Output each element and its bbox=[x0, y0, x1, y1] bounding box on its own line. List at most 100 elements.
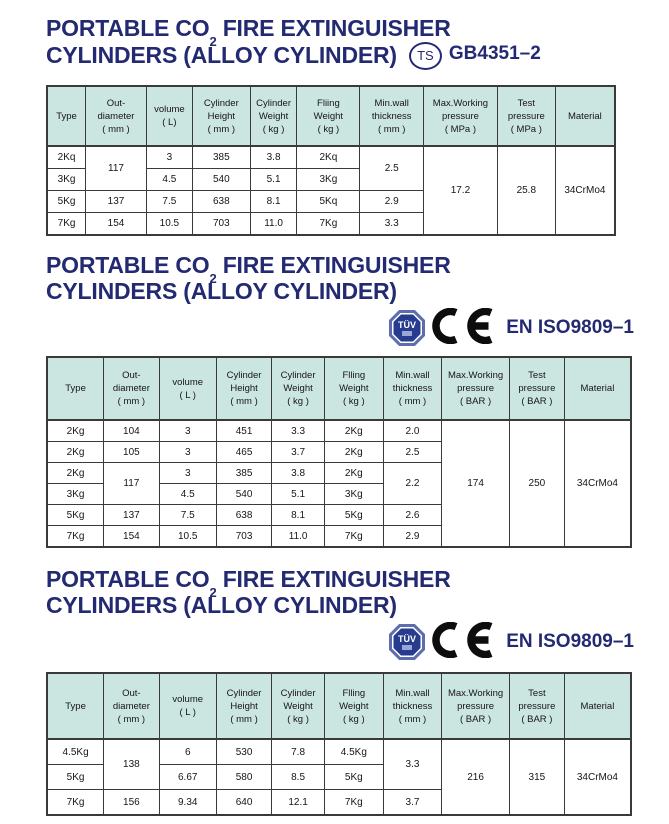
svg-text:TÜV: TÜV bbox=[398, 634, 416, 644]
data-cell: 137 bbox=[103, 504, 160, 526]
data-cell: 3.3 bbox=[271, 419, 325, 442]
table-row: 7Kg 156 9.34 640 12.1 7Kg 3.7 bbox=[46, 789, 631, 816]
data-cell: 2Kg bbox=[46, 441, 105, 463]
header-row: Type Out-diameter( mm ) volume( L) Cylinder… bbox=[46, 85, 616, 147]
data-cell: 9.34 bbox=[158, 789, 217, 816]
data-cell: 451 bbox=[215, 419, 273, 442]
data-cell: 3Kg bbox=[46, 483, 105, 505]
data-cell: 530 bbox=[215, 738, 273, 765]
ts-mark-icon: TS bbox=[408, 42, 442, 70]
column-header: Min.wall thickness( mm ) bbox=[359, 85, 425, 147]
data-cell: 3.3 bbox=[359, 212, 425, 236]
column-header: volume( L ) bbox=[158, 356, 217, 421]
data-cell: 7Kg bbox=[323, 525, 384, 548]
data-cell: 11.0 bbox=[249, 212, 298, 236]
data-cell: 2.0 bbox=[382, 419, 443, 442]
data-cell: 156 bbox=[103, 789, 160, 816]
data-cell: 4.5 bbox=[145, 168, 193, 191]
column-header: Min.wall thickness( mm ) bbox=[382, 356, 443, 421]
data-cell: 4.5Kg bbox=[46, 738, 105, 765]
column-header: Cylinder Height( mm ) bbox=[191, 85, 251, 147]
column-header: Cylinder Weight( kg ) bbox=[271, 672, 325, 740]
data-cell: 3.7 bbox=[271, 441, 325, 463]
data-cell: 5Kg bbox=[46, 504, 105, 526]
data-cell: 7Kg bbox=[46, 789, 105, 816]
data-cell: 3.3 bbox=[382, 738, 443, 790]
title-line-1: PORTABLE CO2 FIRE EXTINGUISHER bbox=[46, 252, 451, 286]
section-title: PORTABLE CO2 FIRE EXTINGUISHER CYLINDERS… bbox=[46, 15, 669, 70]
data-cell: 640 bbox=[215, 789, 273, 816]
data-cell: 154 bbox=[85, 212, 147, 236]
data-cell: 154 bbox=[103, 525, 160, 548]
column-header: Cylinder Weight( kg ) bbox=[271, 356, 325, 421]
table-row: 7Kg 154 10.5 703 11.0 7Kg 3.3 bbox=[46, 212, 615, 236]
data-cell: 4.5Kg bbox=[323, 738, 384, 765]
data-cell: 7Kg bbox=[323, 789, 384, 816]
data-cell: 5Kg bbox=[46, 190, 87, 213]
column-header: Type bbox=[46, 356, 105, 421]
svg-text:TÜV: TÜV bbox=[398, 320, 416, 330]
data-cell: 580 bbox=[215, 764, 273, 790]
data-cell: 2Kg bbox=[323, 441, 384, 463]
table-row: 4.5Kg 138 6 530 7.8 4.5Kg 3.3 216 315 34CrMo4 bbox=[46, 738, 632, 816]
column-header: Cylinder Weight( kg ) bbox=[249, 85, 298, 147]
column-header: Fliing Weight( kg ) bbox=[296, 85, 361, 147]
data-cell: 3 bbox=[158, 441, 217, 463]
certification-row: TÜV EN ISO9809–1 bbox=[46, 307, 634, 349]
data-cell: 385 bbox=[191, 145, 251, 169]
data-cell: 3 bbox=[145, 145, 193, 169]
data-cell: 2.5 bbox=[382, 441, 443, 463]
table-row: 7Kg 154 10.5 703 11.0 7Kg 2.9 bbox=[46, 525, 631, 548]
column-header: Min.wall thickness( mm ) bbox=[382, 672, 443, 740]
column-header: Type bbox=[46, 672, 105, 740]
ce-mark-icon bbox=[432, 621, 496, 663]
column-header: volume( L ) bbox=[158, 672, 217, 740]
data-cell: 3.8 bbox=[271, 462, 325, 484]
column-header: Flling Weight( kg ) bbox=[323, 672, 384, 740]
data-cell: 7Kg bbox=[46, 212, 87, 236]
column-header: Out-diameter( mm ) bbox=[103, 356, 160, 421]
data-cell: 10.5 bbox=[158, 525, 217, 548]
column-header: Max.Working pressure( BAR ) bbox=[441, 356, 510, 421]
column-header: Cylinder Height( mm ) bbox=[215, 356, 273, 421]
data-cell: 2Kq bbox=[296, 145, 361, 169]
table-row: 2Kg 117 3 385 3.8 2Kg 2.2 bbox=[46, 462, 631, 505]
data-cell: 34CrMo4 bbox=[563, 738, 632, 816]
column-header: Max.Working pressure( MPa ) bbox=[423, 85, 498, 147]
data-cell: 3Kg bbox=[46, 168, 87, 191]
data-cell: 540 bbox=[215, 483, 273, 505]
data-cell: 12.1 bbox=[271, 789, 325, 816]
data-cell: 8.5 bbox=[271, 764, 325, 790]
data-cell: 3Kg bbox=[296, 168, 361, 191]
column-header: Material bbox=[563, 672, 632, 740]
data-cell: 2Kq bbox=[46, 145, 87, 169]
data-cell: 216 bbox=[441, 738, 510, 816]
data-cell: 638 bbox=[215, 504, 273, 526]
standard-code: GB4351–2 bbox=[448, 43, 541, 64]
data-cell: 137 bbox=[85, 190, 147, 213]
table-row: 2Kg 104 3 451 3.3 2Kg 2.0 174 250 34CrMo4 bbox=[46, 419, 632, 548]
title-line-2: CYLINDERS (ALLOY CYLINDER) bbox=[46, 592, 397, 618]
data-cell: 34CrMo4 bbox=[554, 145, 616, 236]
section-title: PORTABLE CO2 FIRE EXTINGUISHER CYLINDERS… bbox=[46, 252, 669, 304]
title-line-2: CYLINDERS (ALLOY CYLINDER) bbox=[46, 278, 397, 304]
data-cell: 7.8 bbox=[271, 738, 325, 765]
data-cell: 5Kg bbox=[323, 504, 384, 526]
co2-subscript: 2 bbox=[209, 33, 217, 49]
column-header: Flling Weight( kg ) bbox=[323, 356, 384, 421]
column-header: Material bbox=[563, 356, 632, 421]
data-cell: 3 bbox=[158, 419, 217, 442]
column-header: volume( L) bbox=[145, 85, 193, 147]
section-iso9809-a: PORTABLE CO2 FIRE EXTINGUISHER CYLINDERS… bbox=[46, 252, 669, 548]
ce-mark-icon bbox=[432, 307, 496, 349]
standard-code: EN ISO9809–1 bbox=[506, 317, 634, 338]
data-cell: 5.1 bbox=[271, 483, 325, 505]
data-cell: 315 bbox=[508, 738, 565, 816]
data-cell: 5Kg bbox=[323, 764, 384, 790]
data-cell: 2.9 bbox=[382, 525, 443, 548]
spec-table-gb4351: Type Out-diameter( mm ) volume( L) Cylinder… bbox=[46, 85, 616, 236]
title-line-1: PORTABLE CO2 FIRE EXTINGUISHER bbox=[46, 15, 451, 49]
data-cell: 3Kg bbox=[323, 483, 384, 505]
co2-subscript: 2 bbox=[209, 270, 217, 286]
